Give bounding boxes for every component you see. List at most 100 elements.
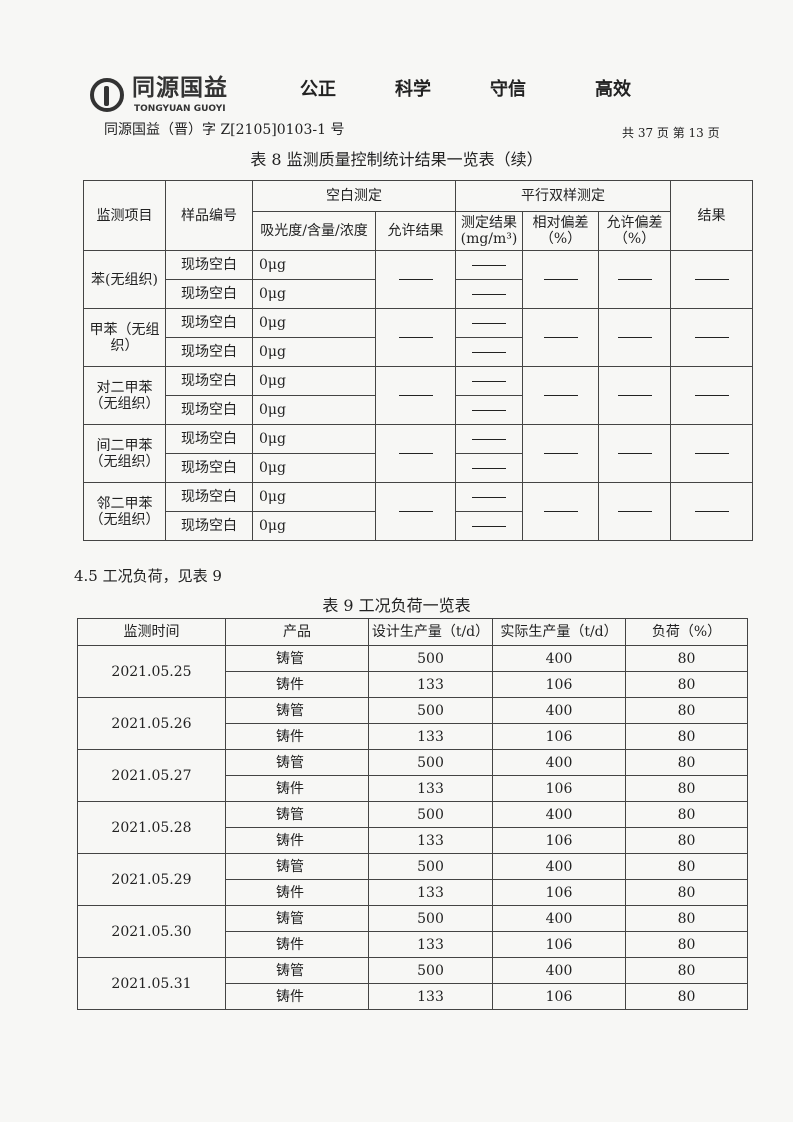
header-sample: 样品编号 [165, 180, 253, 251]
empty-dash [398, 337, 433, 338]
design-output: 133 [368, 879, 493, 906]
product: 铸管 [225, 957, 369, 984]
empty-dash [694, 453, 729, 454]
blank-value: 0μg [252, 453, 376, 483]
measured-result [455, 250, 523, 280]
sample-id: 现场空白 [165, 337, 253, 367]
allowed-result [375, 424, 456, 483]
load-percent: 80 [625, 723, 748, 750]
table9-caption: 表 9 工况负荷一览表 [322, 596, 471, 615]
logo-subtext: TONGYUAN GUOYI [134, 104, 226, 114]
load-percent: 80 [625, 645, 748, 672]
sample-id: 现场空白 [165, 453, 253, 483]
product: 铸件 [225, 827, 369, 854]
empty-dash [472, 293, 506, 295]
logo-text: 同源国益 [132, 75, 228, 101]
sample-id: 现场空白 [165, 511, 253, 541]
blank-value: 0μg [252, 279, 376, 309]
actual-output: 400 [492, 905, 626, 932]
allowed-result [375, 308, 456, 367]
design-output: 500 [368, 853, 493, 880]
empty-dash [472, 322, 506, 324]
table-row: 2021.05.31 铸管 500 400 80 [77, 957, 748, 1010]
allowed-deviation [597, 308, 672, 367]
product: 铸管 [225, 905, 369, 932]
actual-output: 106 [492, 879, 626, 906]
table-row: 2021.05.29 铸管 500 400 80 [77, 853, 748, 906]
load-percent: 80 [625, 671, 748, 698]
table-row: 2021.05.27 铸管 500 400 80 [77, 749, 748, 802]
blank-value: 0μg [252, 482, 376, 512]
table-row: 铸件 133 106 80 [78, 983, 748, 1010]
actual-output: 400 [492, 749, 626, 776]
product: 铸管 [225, 697, 369, 724]
measured-result [455, 279, 523, 309]
empty-dash [398, 395, 433, 396]
header-blank: 空白测定 [252, 180, 456, 212]
monitoring-date: 2021.05.25 [77, 645, 226, 698]
header-design-output: 设计生产量（t/d） [368, 618, 493, 646]
empty-dash [617, 453, 652, 454]
header-date: 监测时间 [77, 618, 226, 646]
empty-dash [543, 279, 578, 280]
blank-value: 0μg [252, 337, 376, 367]
table8-caption: 表 8 监测质量控制统计结果一览表（续） [250, 150, 543, 169]
measured-result [455, 424, 523, 454]
allowed-deviation [597, 250, 672, 309]
actual-output: 106 [492, 671, 626, 698]
tongyuan-logo-icon [90, 78, 124, 112]
sample-id: 现场空白 [165, 395, 253, 425]
blank-value: 0μg [252, 511, 376, 541]
allowed-deviation [597, 366, 672, 425]
load-percent: 80 [625, 827, 748, 854]
actual-output: 400 [492, 957, 626, 984]
monitoring-date: 2021.05.30 [77, 905, 226, 958]
measured-result [455, 453, 523, 483]
actual-output: 106 [492, 983, 626, 1010]
measured-result [455, 511, 523, 541]
result [670, 250, 754, 309]
blank-value: 0μg [252, 395, 376, 425]
actual-output: 106 [492, 827, 626, 854]
table-row: 铸件 133 106 80 [78, 775, 748, 802]
measured-result [455, 366, 523, 396]
design-output: 500 [368, 801, 493, 828]
design-output: 133 [368, 775, 493, 802]
header-result: 结果 [670, 180, 754, 251]
design-output: 500 [368, 957, 493, 984]
header-measured: 测定结果 (mg/m³) [455, 211, 523, 251]
motto-3: 守信 [490, 79, 526, 100]
result [670, 308, 754, 367]
sample-id: 现场空白 [165, 250, 253, 280]
empty-dash [617, 279, 652, 280]
product: 铸件 [225, 931, 369, 958]
sample-id: 现场空白 [165, 279, 253, 309]
quality-control-table: 监测项目 样品编号 空白测定 平行双样测定 结果 吸光度/含量/浓度 允许结果 … [83, 180, 754, 541]
measured-result [455, 308, 523, 338]
monitoring-date: 2021.05.26 [77, 697, 226, 750]
allowed-deviation [597, 482, 672, 541]
table-row: 甲苯（无组织） 现场空白 0μg [83, 308, 754, 367]
empty-dash [694, 511, 729, 512]
table-row: 2021.05.30 铸管 500 400 80 [77, 905, 748, 958]
empty-dash [472, 525, 506, 527]
design-output: 133 [368, 723, 493, 750]
header-allowed-dev: 允许偏差（%） [597, 211, 672, 251]
empty-dash [694, 337, 729, 338]
empty-dash [472, 496, 506, 498]
empty-dash [472, 264, 506, 266]
empty-dash [398, 511, 433, 512]
actual-output: 106 [492, 775, 626, 802]
header-rel-dev: 相对偏差（%） [522, 211, 599, 251]
empty-dash [543, 395, 578, 396]
actual-output: 400 [492, 645, 626, 672]
empty-dash [543, 453, 578, 454]
monitoring-date: 2021.05.27 [77, 749, 226, 802]
page-info: 共 37 页 第 13 页 [622, 126, 720, 140]
product: 铸件 [225, 879, 369, 906]
load-percent: 80 [625, 775, 748, 802]
design-output: 133 [368, 983, 493, 1010]
empty-dash [694, 395, 729, 396]
header-absorbance: 吸光度/含量/浓度 [252, 211, 376, 251]
